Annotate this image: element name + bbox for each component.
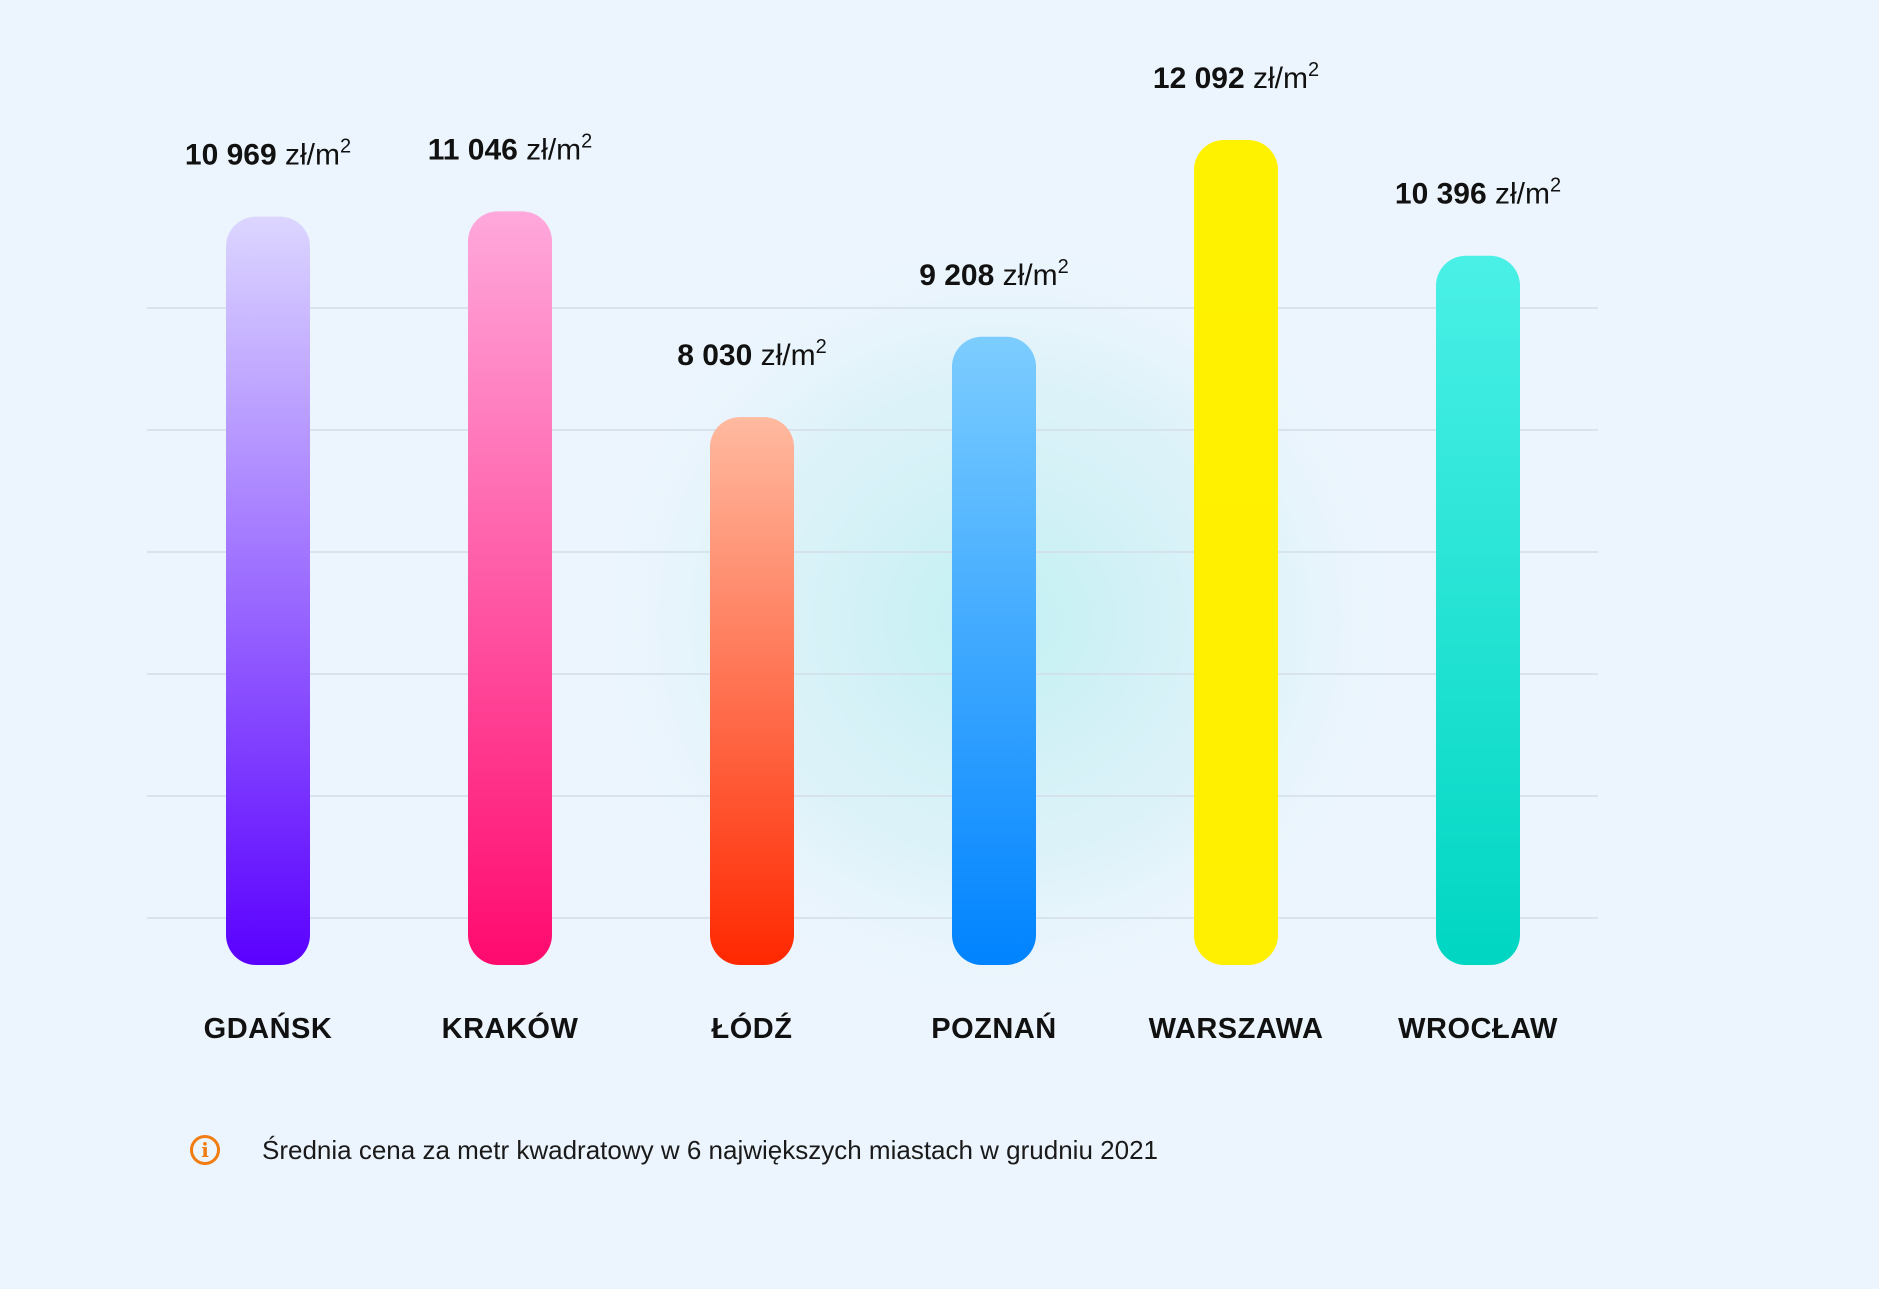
value-label: 9 208 zł/m2 [919,256,1069,292]
value-label: 12 092 zł/m2 [1153,59,1319,95]
value-label: 11 046 zł/m2 [428,130,593,166]
value-label: 10 396 zł/m2 [1395,175,1561,211]
value-label: 10 969 zł/m2 [185,136,351,172]
bar-kraków [468,211,552,966]
footnote: i Średnia cena za metr kwadratowy w 6 na… [190,1128,1158,1172]
value-labels: 10 969 zł/m2 11 046 zł/m2 8 030 zł/m2 9 208… [185,59,1561,372]
info-icon: i [190,1135,220,1165]
category-label: GDAŃSK [204,1011,333,1045]
category-label: ŁÓDŹ [712,1011,793,1045]
bar-poznań [952,336,1036,965]
category-label: WARSZAWA [1149,1013,1324,1045]
bar-gdańsk [226,216,310,965]
bar-łódź [710,417,794,965]
gridlines [147,307,1598,919]
category-label: KRAKÓW [442,1011,579,1045]
bar-warszawa [1194,140,1278,965]
footnote-text: Średnia cena za metr kwadratowy w 6 najw… [262,1134,1158,1165]
category-labels: GDAŃSK KRAKÓW ŁÓDŹ POZNAŃ WARSZAWA WROCŁAW [204,1011,1558,1045]
bars [226,140,1520,966]
value-label: 8 030 zł/m2 [677,336,827,372]
category-label: WROCŁAW [1398,1013,1558,1045]
bar-wrocław [1436,255,1520,965]
category-label: POZNAŃ [931,1011,1056,1045]
